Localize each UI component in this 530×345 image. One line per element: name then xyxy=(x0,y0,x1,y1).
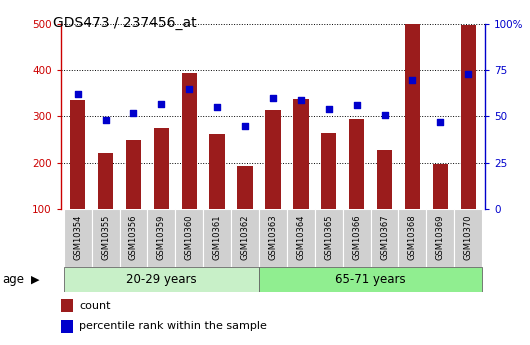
Point xyxy=(101,117,110,123)
Bar xyxy=(349,119,364,209)
Bar xyxy=(64,209,92,267)
Text: GSM10367: GSM10367 xyxy=(380,214,389,260)
Bar xyxy=(315,209,343,267)
Text: GSM10359: GSM10359 xyxy=(157,214,166,259)
Text: GSM10368: GSM10368 xyxy=(408,214,417,260)
Point xyxy=(129,110,138,116)
Text: GSM10369: GSM10369 xyxy=(436,214,445,260)
Point xyxy=(352,102,361,108)
Bar xyxy=(231,209,259,267)
Text: GSM10355: GSM10355 xyxy=(101,214,110,259)
Bar xyxy=(61,320,73,333)
Text: GSM10364: GSM10364 xyxy=(296,214,305,260)
Bar xyxy=(61,299,73,312)
Bar xyxy=(126,140,141,209)
Bar xyxy=(426,209,454,267)
Point xyxy=(436,119,445,125)
Point xyxy=(464,71,472,77)
Text: GDS473 / 237456_at: GDS473 / 237456_at xyxy=(53,16,197,30)
Bar xyxy=(175,209,203,267)
Point xyxy=(269,95,277,101)
Text: GSM10365: GSM10365 xyxy=(324,214,333,260)
Text: GSM10354: GSM10354 xyxy=(73,214,82,259)
Bar xyxy=(405,24,420,209)
Bar xyxy=(377,150,392,209)
Bar xyxy=(259,267,482,292)
Bar xyxy=(370,209,399,267)
Bar xyxy=(432,164,448,209)
Bar xyxy=(461,25,476,209)
Text: GSM10356: GSM10356 xyxy=(129,214,138,260)
Point xyxy=(74,91,82,97)
Text: GSM10370: GSM10370 xyxy=(464,214,473,260)
Bar xyxy=(154,128,169,209)
Bar xyxy=(343,209,370,267)
Bar xyxy=(120,209,147,267)
Bar xyxy=(266,109,280,209)
Bar xyxy=(98,153,113,209)
Text: GSM10360: GSM10360 xyxy=(185,214,194,260)
Bar xyxy=(182,72,197,209)
Point xyxy=(324,106,333,112)
Point xyxy=(408,77,417,82)
Bar xyxy=(259,209,287,267)
Bar xyxy=(64,267,259,292)
Text: percentile rank within the sample: percentile rank within the sample xyxy=(79,322,267,331)
Bar xyxy=(209,134,225,209)
Bar xyxy=(399,209,426,267)
Bar xyxy=(70,100,85,209)
Point xyxy=(185,86,193,91)
Text: age: age xyxy=(3,273,25,286)
Point xyxy=(297,97,305,102)
Point xyxy=(157,101,165,106)
Bar xyxy=(321,132,337,209)
Point xyxy=(241,123,249,128)
Text: GSM10362: GSM10362 xyxy=(241,214,250,260)
Point xyxy=(381,112,389,117)
Text: ▶: ▶ xyxy=(31,275,39,284)
Bar xyxy=(203,209,231,267)
Text: count: count xyxy=(79,301,110,310)
Bar xyxy=(287,209,315,267)
Bar xyxy=(147,209,175,267)
Text: GSM10363: GSM10363 xyxy=(269,214,277,260)
Bar xyxy=(237,166,253,209)
Bar xyxy=(293,99,308,209)
Point xyxy=(213,105,222,110)
Text: GSM10366: GSM10366 xyxy=(352,214,361,260)
Text: 20-29 years: 20-29 years xyxy=(126,273,197,286)
Bar xyxy=(454,209,482,267)
Bar xyxy=(92,209,120,267)
Text: 65-71 years: 65-71 years xyxy=(335,273,406,286)
Text: GSM10361: GSM10361 xyxy=(213,214,222,260)
